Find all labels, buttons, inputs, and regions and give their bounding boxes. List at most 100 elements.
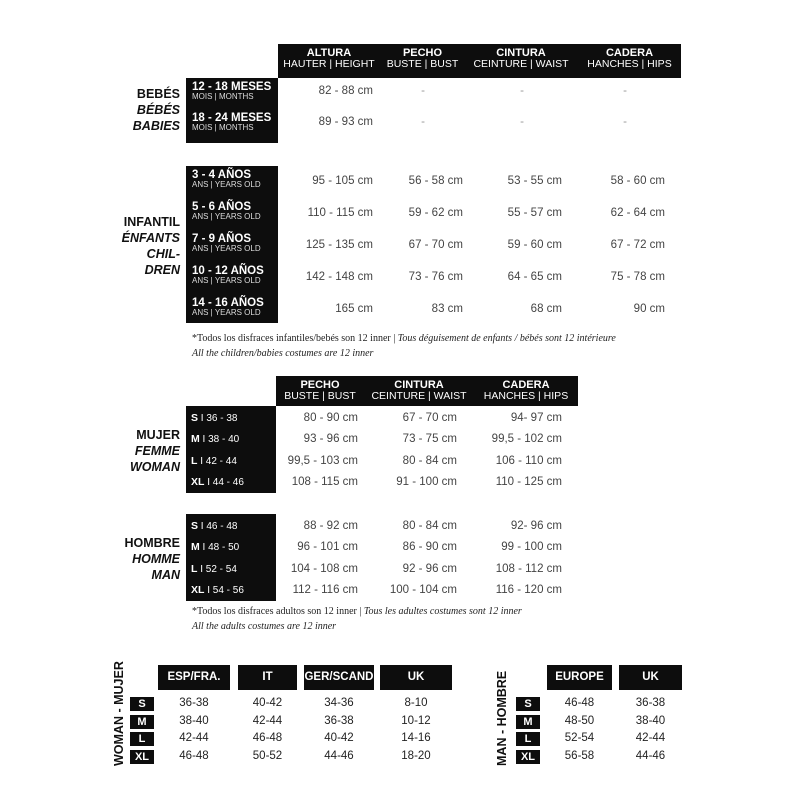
value-text: 92- 96 cm	[510, 520, 562, 532]
size-label: 18 - 24 MESES MOIS | MONTHS	[192, 112, 278, 137]
column-header: ALTURA HAUTER | HEIGHT	[278, 48, 380, 78]
size-name: S	[191, 520, 199, 532]
value-text: 40-42	[252, 697, 283, 709]
note-fr: Tous les adultes costumes sont 12 inner	[363, 606, 522, 617]
measurement-value: 59 - 60 cm	[462, 239, 562, 253]
value-text: -	[623, 116, 627, 128]
value-text: 62 - 64 cm	[610, 207, 665, 219]
size-range: I 44 - 46	[207, 477, 244, 489]
size-range: I 48 - 50	[202, 542, 240, 554]
measurement-value: 108 - 112 cm	[452, 563, 562, 577]
header-subtitle: CEINTURE | WAIST	[371, 390, 467, 402]
size-label: XL I 54 - 56	[191, 580, 275, 601]
size-value: 48-50	[547, 715, 612, 729]
value-text: 80 - 84 cm	[402, 520, 457, 532]
value-text: -	[520, 85, 524, 97]
value-text: 42-44	[179, 732, 209, 744]
value-text: 83 cm	[431, 303, 463, 315]
header-title: GER/SCAND	[304, 671, 374, 683]
size-value: 36-38	[158, 697, 230, 711]
measurement-value: 110 - 125 cm	[452, 476, 562, 490]
size-value: 34-36	[304, 697, 374, 711]
value-text: 52-54	[564, 732, 595, 744]
size-range: I 38 - 40	[202, 434, 240, 446]
value-text: -	[421, 85, 425, 97]
value-text: 36-38	[635, 697, 666, 709]
measurement-value: 86 - 90 cm	[347, 541, 457, 555]
size-name: L	[191, 562, 198, 575]
value-text: 36-38	[179, 697, 209, 709]
measurement-value: 59 - 62 cm	[363, 207, 463, 221]
measurement-value: 67 - 72 cm	[565, 239, 665, 253]
value-text: 42-44	[252, 714, 283, 727]
value-text: 55 - 57 cm	[507, 207, 562, 219]
measurement-value: 99,5 - 102 cm	[452, 433, 562, 447]
value-text: -	[421, 116, 425, 128]
group-label-line: HOMME	[132, 552, 180, 566]
kids-header-bar	[278, 44, 681, 78]
group-label-line: DREN	[144, 263, 180, 277]
measurement-value: 75 - 78 cm	[565, 271, 665, 285]
value-text: 110 - 125 cm	[495, 476, 562, 489]
value-text: 48-50	[564, 714, 595, 727]
header-subtitle: HANCHES | HIPS	[587, 58, 672, 70]
size-value: 36-38	[304, 715, 374, 729]
value-text: 96 - 101 cm	[297, 541, 358, 554]
size-name: L	[524, 733, 532, 745]
group-label-woman: MUJER FEMME WOMAN	[80, 427, 180, 477]
measurement-value: 91 - 100 cm	[347, 476, 457, 490]
size-value: 50-52	[238, 750, 297, 764]
measurement-value: 58 - 60 cm	[565, 175, 665, 189]
measurement-value: 90 cm	[565, 303, 665, 317]
measurement-value: 80 - 84 cm	[347, 455, 457, 469]
size-badge: M	[130, 714, 154, 729]
column-header: CINTURA CEINTURE | WAIST	[366, 380, 472, 406]
measurement-value: 142 - 148 cm	[273, 271, 373, 285]
column-header: UK	[619, 665, 682, 690]
header-subtitle: CEINTURE | WAIST	[473, 58, 569, 70]
value-text: 99 - 100 cm	[501, 541, 562, 554]
size-unit: MOIS | MONTHS	[192, 92, 254, 101]
measurement-value: 108 - 115 cm	[248, 476, 358, 490]
value-text: 94- 97 cm	[510, 412, 562, 424]
measurement-value: 62 - 64 cm	[565, 207, 665, 221]
size-name: 10 - 12 AÑOS	[192, 265, 264, 277]
size-unit: ANS | YEARS OLD	[192, 276, 261, 285]
value-text: 142 - 148 cm	[305, 271, 373, 283]
size-label: 3 - 4 AÑOS ANS | YEARS OLD	[192, 169, 278, 194]
size-range: I 42 - 44	[200, 455, 237, 467]
babies-size-box	[186, 78, 278, 143]
conversion_woman-label: WOMAN - MUJER	[112, 661, 128, 766]
value-text: 73 - 75 cm	[402, 433, 457, 446]
adult-header-bar	[276, 376, 578, 406]
size-badge: S	[130, 697, 154, 711]
man-size-box	[186, 514, 276, 601]
value-text: 59 - 62 cm	[408, 207, 463, 219]
value-text: 90 cm	[633, 303, 665, 315]
size-name: M	[191, 433, 200, 446]
note-fr: Tous déguisement de enfants / bébés sont…	[397, 333, 616, 344]
size-label: 12 - 18 MESES MOIS | MONTHS	[192, 81, 278, 106]
header-subtitle: BUSTE | BUST	[284, 390, 356, 402]
size-value: 14-16	[380, 732, 452, 746]
size-name: 3 - 4 AÑOS	[192, 169, 252, 181]
size-label: L I 42 - 44	[191, 451, 275, 472]
value-text: 40-42	[324, 732, 354, 744]
size-value: 44-46	[304, 750, 374, 764]
size-unit: ANS | YEARS OLD	[192, 308, 261, 317]
header-title: CADERA	[502, 379, 550, 391]
measurement-value: 67 - 70 cm	[347, 412, 457, 426]
measurement-value: 89 - 93 cm	[273, 116, 373, 130]
value-text: 88 - 92 cm	[303, 520, 358, 532]
size-name: XL	[520, 750, 536, 763]
group-label-line: MUJER	[136, 428, 180, 442]
header-title: IT	[262, 671, 273, 683]
value-text: 110 - 115 cm	[307, 207, 373, 219]
value-text: 75 - 78 cm	[610, 271, 665, 283]
measurement-value: -	[502, 85, 542, 99]
measurement-value: 68 cm	[462, 303, 562, 317]
size-name: M	[137, 715, 147, 728]
size-value: 36-38	[619, 697, 682, 711]
value-text: 10-12	[401, 714, 431, 727]
size-value: 18-20	[380, 750, 452, 764]
